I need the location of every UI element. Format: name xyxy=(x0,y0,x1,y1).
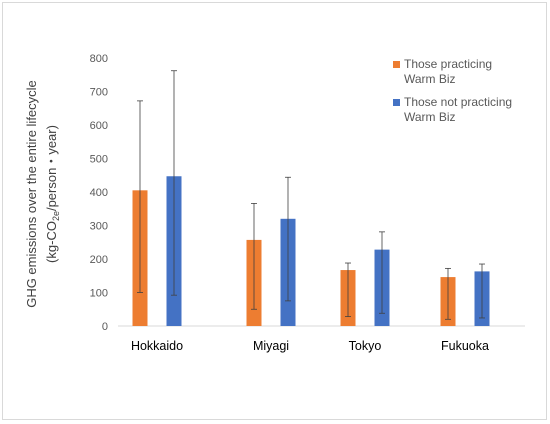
x-axis-categories: Hokkaido Miyagi Tokyo Fukuoka xyxy=(131,339,489,353)
y-axis-label-prefix: (kg-CO xyxy=(44,221,59,263)
y-tick-label: 400 xyxy=(90,187,108,199)
legend-swatch-series-2 xyxy=(393,99,400,106)
chart-frame xyxy=(2,2,547,420)
legend-label-series-2: Those not practicing xyxy=(404,95,512,109)
y-axis-label-line1: GHG emissions over the entire lifecycle xyxy=(24,80,39,308)
x-category-label: Miyagi xyxy=(253,339,289,353)
legend-label-series-1: Those practicing xyxy=(404,57,492,71)
y-axis-ticks: 0 100 200 300 400 500 600 700 800 xyxy=(90,53,108,333)
y-tick-label: 600 xyxy=(90,120,108,132)
y-tick-label: 300 xyxy=(90,221,108,233)
x-category-label: Fukuoka xyxy=(441,339,489,353)
y-tick-label: 100 xyxy=(90,288,108,300)
y-tick-label: 200 xyxy=(90,254,108,266)
y-axis-label: GHG emissions over the entire lifecycle … xyxy=(24,80,61,308)
y-tick-label: 700 xyxy=(90,87,108,99)
y-tick-label: 500 xyxy=(90,154,108,166)
x-category-label: Hokkaido xyxy=(131,339,183,353)
legend-label-series-1: Warm Biz xyxy=(404,72,456,86)
y-tick-label: 0 xyxy=(102,321,108,333)
error-bars-group xyxy=(137,70,485,320)
y-axis-label-suffix: /person・year) xyxy=(44,125,59,211)
legend-label-series-2: Warm Biz xyxy=(404,110,456,124)
bars-group xyxy=(132,176,490,326)
y-tick-label: 800 xyxy=(90,53,108,65)
y-axis-label-subscript: 2e xyxy=(51,211,61,221)
x-category-label: Tokyo xyxy=(349,339,382,353)
legend-swatch-series-1 xyxy=(393,61,400,68)
y-axis-label-line2: (kg-CO2e/person・year) xyxy=(44,125,61,263)
